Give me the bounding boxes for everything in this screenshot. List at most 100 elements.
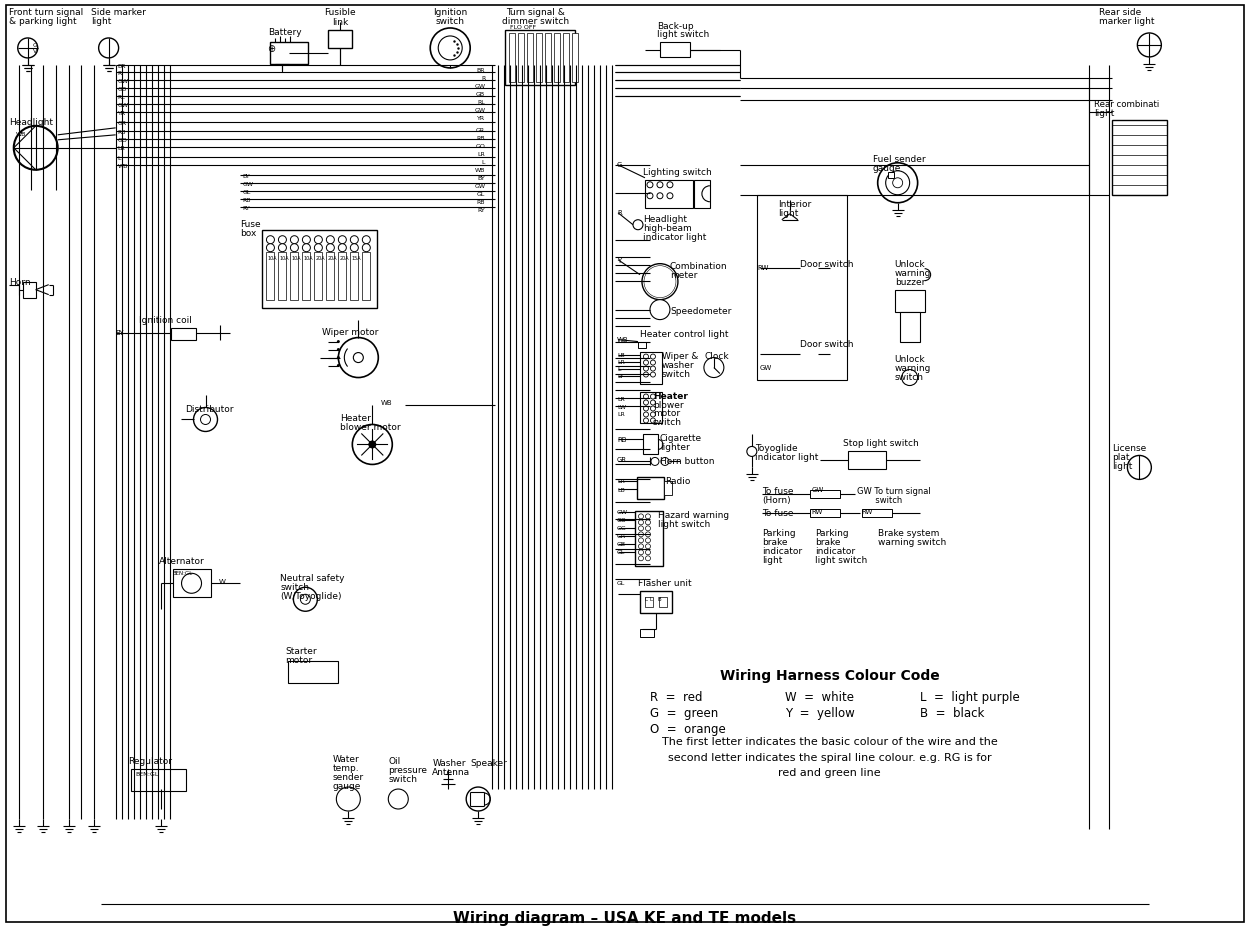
Text: light: light	[778, 208, 799, 218]
Text: LB: LB	[618, 488, 625, 494]
Text: 20A: 20A	[315, 256, 325, 260]
Text: link: link	[332, 18, 349, 27]
Text: YR: YR	[478, 116, 485, 121]
Polygon shape	[642, 434, 658, 455]
Text: L: L	[481, 160, 485, 165]
Circle shape	[639, 538, 644, 543]
Bar	[810, 490, 840, 498]
Circle shape	[389, 789, 409, 809]
Text: LR: LR	[618, 396, 625, 402]
Text: Hazard warning: Hazard warning	[658, 512, 729, 521]
Circle shape	[648, 181, 652, 188]
Text: switch: switch	[389, 775, 418, 784]
Circle shape	[99, 38, 119, 58]
Text: brake: brake	[815, 538, 840, 548]
Circle shape	[339, 244, 346, 252]
Bar	[900, 312, 920, 341]
Text: GR: GR	[476, 127, 485, 133]
Text: ⊕: ⊕	[268, 44, 275, 54]
Text: L: L	[618, 366, 620, 372]
Bar	[545, 33, 551, 82]
Circle shape	[644, 418, 649, 423]
Circle shape	[18, 38, 38, 58]
Text: GB: GB	[118, 86, 126, 92]
Text: RL: RL	[478, 100, 485, 105]
Text: LR: LR	[478, 152, 485, 157]
Bar	[660, 42, 690, 57]
Text: blower motor: blower motor	[340, 423, 401, 432]
Text: RL: RL	[118, 95, 125, 100]
Circle shape	[644, 366, 649, 371]
Circle shape	[14, 126, 58, 170]
Text: switch: switch	[662, 369, 691, 379]
Text: B  =  black: B = black	[920, 707, 984, 720]
Text: high-beam: high-beam	[642, 224, 691, 232]
Text: LR: LR	[618, 413, 625, 418]
Circle shape	[336, 356, 340, 359]
Text: Toyoglide: Toyoglide	[755, 445, 798, 454]
Text: Fuse: Fuse	[240, 219, 261, 229]
Text: W  =  white: W = white	[785, 691, 854, 704]
Text: LR: LR	[618, 360, 625, 365]
Circle shape	[290, 244, 299, 252]
Text: switch: switch	[856, 497, 902, 505]
Bar	[635, 512, 662, 566]
Circle shape	[652, 273, 668, 289]
Text: Distributor: Distributor	[185, 405, 234, 414]
Text: Fuel sender: Fuel sender	[872, 154, 925, 164]
Polygon shape	[22, 282, 36, 298]
Bar	[895, 289, 925, 312]
Text: W: W	[219, 579, 225, 585]
Circle shape	[266, 235, 275, 244]
Circle shape	[668, 193, 672, 199]
Text: light switch: light switch	[815, 556, 867, 565]
Text: GW To turn signal: GW To turn signal	[856, 487, 930, 497]
Text: 20A: 20A	[339, 256, 349, 260]
Circle shape	[194, 407, 218, 432]
Circle shape	[798, 266, 801, 270]
Polygon shape	[910, 265, 925, 285]
Text: light: light	[1112, 462, 1132, 472]
Text: Clock: Clock	[705, 352, 730, 361]
Bar	[528, 33, 532, 82]
Text: Fusible: Fusible	[325, 8, 356, 17]
Text: Y  =  yellow: Y = yellow	[785, 707, 855, 720]
Text: To fuse: To fuse	[761, 487, 794, 497]
Circle shape	[639, 556, 644, 561]
Text: 10A: 10A	[268, 256, 278, 260]
Circle shape	[639, 532, 644, 537]
Text: warning: warning	[895, 269, 931, 278]
Circle shape	[644, 412, 649, 417]
Text: 10A: 10A	[291, 256, 301, 260]
Text: Headlight: Headlight	[642, 215, 688, 224]
Bar	[645, 179, 692, 207]
Bar	[640, 591, 672, 613]
Bar	[800, 350, 818, 357]
Circle shape	[279, 235, 286, 244]
Text: BR: BR	[118, 64, 126, 69]
Text: LW: LW	[618, 405, 626, 409]
Text: GR: GR	[618, 458, 628, 463]
Bar	[339, 252, 346, 299]
Text: light: light	[761, 556, 782, 565]
Text: L  =  light purple: L = light purple	[920, 691, 1020, 704]
Text: marker light: marker light	[1100, 17, 1155, 26]
Bar	[562, 33, 569, 82]
Text: Rear side: Rear side	[1100, 8, 1141, 17]
Text: Door switch: Door switch	[800, 259, 854, 269]
Text: gauge: gauge	[332, 782, 361, 791]
Bar	[810, 510, 840, 517]
Text: Headlight: Headlight	[9, 118, 53, 126]
Text: GR: GR	[618, 535, 626, 539]
Text: RB: RB	[618, 437, 626, 444]
Circle shape	[644, 394, 649, 399]
Circle shape	[648, 270, 672, 294]
Text: lighter: lighter	[660, 444, 690, 453]
Bar	[266, 252, 275, 299]
Text: switch: switch	[652, 418, 682, 428]
Text: Wiper &: Wiper &	[662, 352, 699, 361]
Text: Side marker: Side marker	[91, 8, 145, 17]
Circle shape	[352, 424, 392, 464]
Text: Wiper motor: Wiper motor	[322, 327, 379, 337]
Bar	[289, 661, 339, 684]
